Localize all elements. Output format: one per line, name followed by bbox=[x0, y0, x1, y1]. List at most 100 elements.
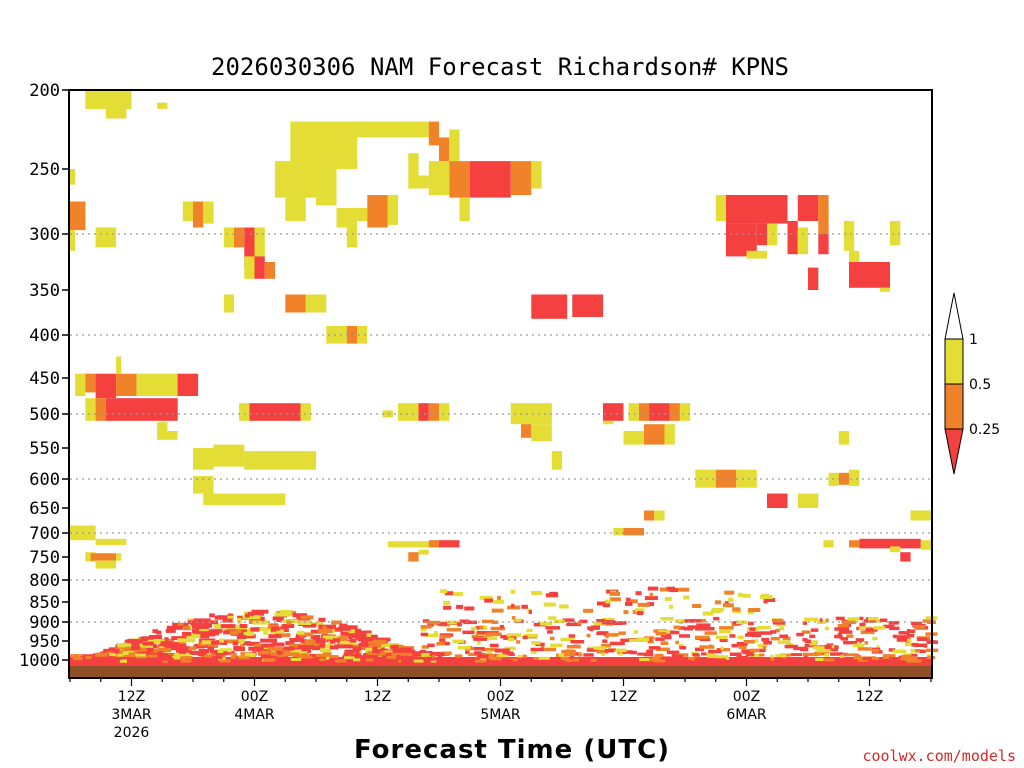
bl-streak bbox=[602, 603, 611, 608]
bl-streak bbox=[673, 625, 681, 630]
bl-streak bbox=[634, 608, 645, 613]
bl-streak bbox=[548, 616, 557, 620]
bl-streak bbox=[593, 646, 607, 650]
bl-streak bbox=[916, 637, 928, 641]
bl-streak bbox=[597, 601, 606, 606]
ri-cell bbox=[346, 227, 358, 248]
y-tick-label: 300 bbox=[29, 225, 60, 245]
bl-streak bbox=[601, 652, 605, 656]
bl-streak bbox=[843, 640, 858, 645]
bl-streak bbox=[543, 647, 556, 652]
bl-streak bbox=[367, 655, 379, 658]
bl-streak bbox=[882, 656, 890, 659]
ri-cell bbox=[900, 552, 911, 562]
ri-cell bbox=[239, 403, 250, 421]
bl-streak bbox=[888, 621, 900, 625]
bl-streak bbox=[751, 633, 762, 638]
ri-cell bbox=[715, 469, 737, 488]
bl-streak bbox=[436, 642, 449, 646]
ri-cell bbox=[469, 161, 511, 198]
bl-streak bbox=[637, 602, 650, 607]
bl-streak bbox=[213, 624, 222, 629]
bl-streak bbox=[549, 636, 555, 641]
bl-streak bbox=[330, 639, 336, 644]
ri-cell bbox=[849, 262, 890, 288]
ri-cell bbox=[254, 256, 265, 279]
bl-streak bbox=[692, 653, 700, 657]
bl-streak bbox=[749, 627, 756, 631]
ri-cell bbox=[346, 326, 358, 344]
bl-streak bbox=[906, 659, 916, 663]
bl-streak bbox=[464, 646, 479, 651]
bl-streak bbox=[192, 629, 203, 634]
bl-streak bbox=[440, 589, 448, 594]
bl-streak bbox=[420, 625, 432, 629]
ri-cell bbox=[70, 169, 76, 185]
ri-cell bbox=[234, 227, 245, 248]
bl-streak bbox=[713, 616, 720, 621]
bl-streak bbox=[909, 656, 918, 660]
bl-streak bbox=[647, 602, 655, 607]
bl-streak bbox=[670, 630, 676, 634]
bl-streak bbox=[74, 654, 79, 657]
ri-cell bbox=[316, 197, 337, 206]
bl-streak bbox=[400, 652, 413, 656]
bl-streak bbox=[257, 626, 273, 631]
x-date-label: 6MAR bbox=[726, 707, 767, 723]
bl-streak bbox=[699, 637, 711, 642]
bl-streak bbox=[277, 653, 284, 658]
bl-streak bbox=[671, 630, 680, 635]
ri-cell bbox=[838, 472, 850, 485]
bl-streak bbox=[737, 635, 744, 640]
bl-streak bbox=[241, 635, 247, 640]
bl-streak bbox=[691, 657, 695, 661]
bl-streak bbox=[157, 651, 164, 656]
ri-cell bbox=[859, 538, 921, 549]
bl-streak bbox=[859, 622, 866, 627]
ri-cell bbox=[654, 510, 665, 521]
bl-streak bbox=[300, 615, 314, 620]
bl-streak bbox=[516, 640, 521, 644]
ri-cell bbox=[223, 294, 235, 313]
credit-text[interactable]: coolwx.com/models bbox=[862, 747, 1016, 765]
bl-streak bbox=[566, 622, 581, 627]
legend-swatch-orange bbox=[944, 383, 964, 430]
bl-streak bbox=[506, 633, 522, 637]
bl-streak bbox=[128, 652, 136, 656]
ri-cell bbox=[300, 403, 311, 421]
ri-cell bbox=[418, 403, 429, 421]
bl-streak bbox=[927, 653, 933, 657]
bl-streak bbox=[591, 625, 600, 629]
bl-streak bbox=[234, 647, 246, 652]
bl-streak bbox=[779, 634, 789, 638]
bl-streak bbox=[283, 650, 291, 655]
bl-streak bbox=[358, 637, 373, 642]
bl-streak bbox=[245, 613, 250, 618]
bl-streak bbox=[615, 648, 627, 653]
bl-streak bbox=[223, 630, 236, 635]
bl-streak bbox=[609, 597, 621, 602]
bl-streak bbox=[708, 627, 715, 631]
bl-streak bbox=[203, 631, 214, 636]
ri-cell bbox=[428, 161, 450, 195]
bl-streak bbox=[251, 609, 269, 614]
bl-streak bbox=[204, 654, 216, 658]
bl-streak bbox=[637, 652, 648, 656]
bl-streak bbox=[846, 634, 854, 638]
ri-cell bbox=[695, 469, 716, 488]
bl-streak bbox=[293, 653, 308, 658]
ri-cell bbox=[890, 546, 901, 553]
bl-streak bbox=[604, 620, 615, 624]
ri-cell bbox=[879, 287, 891, 292]
bl-streak bbox=[633, 630, 639, 634]
bl-streak bbox=[897, 635, 908, 639]
bl-streak bbox=[473, 637, 488, 641]
bl-streak bbox=[462, 630, 475, 635]
bl-streak bbox=[444, 591, 454, 596]
bl-streak bbox=[690, 619, 704, 623]
bl-streak bbox=[486, 650, 492, 655]
bl-streak bbox=[838, 630, 853, 634]
ri-cell bbox=[669, 403, 680, 421]
bl-streak bbox=[159, 641, 174, 646]
bl-streak bbox=[543, 602, 556, 607]
